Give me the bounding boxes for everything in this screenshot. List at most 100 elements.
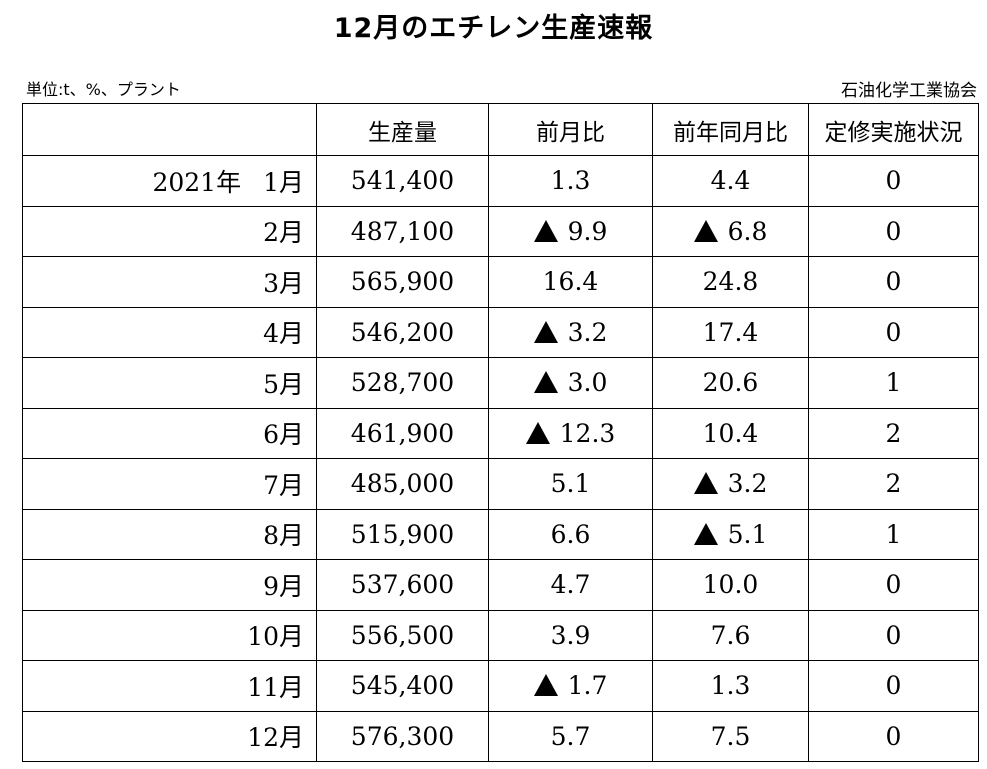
yoy-cell-value: 4.4 [710, 166, 751, 196]
maintenance-cell: 2 [808, 458, 979, 510]
yoy-cell: 17.4 [652, 306, 809, 358]
production-cell: 545,400 [316, 660, 489, 712]
maintenance-cell: 0 [808, 609, 979, 661]
month-label: 10月 [247, 622, 304, 652]
mom-cell: 6.6 [488, 508, 653, 560]
header-production: 生産量 [316, 103, 489, 156]
month-cell: 10月 [22, 609, 317, 661]
maintenance-cell: 0 [808, 306, 979, 358]
header-month [22, 103, 317, 156]
production-cell: 515,900 [316, 508, 489, 560]
month-label: 11月 [247, 672, 304, 702]
yoy-cell-value: 5.1 [727, 519, 768, 549]
yoy-cell: 4.4 [652, 155, 809, 207]
yoy-cell: 20.6 [652, 357, 809, 409]
mom-cell: 12.3 [488, 407, 653, 459]
month-label: 3月 [263, 268, 304, 298]
mom-cell-value: 1.3 [550, 166, 591, 196]
table-header-row: 生産量 前月比 前年同月比 定修実施状況 [22, 103, 979, 156]
maintenance-cell: 0 [808, 256, 979, 308]
mom-cell-value: 3.0 [567, 368, 608, 398]
yoy-cell: 10.0 [652, 559, 809, 611]
month-label: 6月 [263, 420, 304, 450]
mom-cell: 9.9 [488, 205, 653, 257]
negative-triangle-icon [533, 320, 558, 343]
month-label: 1月 [263, 167, 304, 197]
yoy-cell-value: 17.4 [702, 317, 759, 347]
table-row: 8月 515,900 6.6 5.1 1 [22, 508, 979, 560]
month-label: 12月 [247, 723, 304, 753]
negative-triangle-icon [525, 421, 550, 444]
table-row: 5月 528,700 3.0 20.6 1 [22, 357, 979, 409]
negative-triangle-icon [693, 522, 718, 545]
mom-cell-value: 4.7 [550, 570, 591, 600]
mom-cell: 3.9 [488, 609, 653, 661]
production-cell: 485,000 [316, 458, 489, 510]
month-cell: 8月 [22, 508, 317, 560]
maintenance-cell: 0 [808, 155, 979, 207]
production-cell: 546,200 [316, 306, 489, 358]
yoy-cell: 3.2 [652, 458, 809, 510]
table-row: 10月 556,500 3.9 7.6 0 [22, 609, 979, 661]
mom-cell-value: 9.9 [567, 216, 608, 246]
yoy-cell: 1.3 [652, 660, 809, 712]
negative-triangle-icon [693, 219, 718, 242]
yoy-cell-value: 10.0 [702, 570, 759, 600]
production-cell: 461,900 [316, 407, 489, 459]
table-row: 3月 565,900 16.4 24.8 0 [22, 256, 979, 308]
header-mom: 前月比 [488, 103, 653, 156]
page-title: 12月のエチレン生産速報 [333, 13, 654, 44]
mom-cell-value: 1.7 [567, 671, 608, 701]
maintenance-cell: 1 [808, 357, 979, 409]
yoy-cell: 24.8 [652, 256, 809, 308]
month-cell: 4月 [22, 306, 317, 358]
production-cell: 556,500 [316, 609, 489, 661]
yoy-cell: 6.8 [652, 205, 809, 257]
yoy-cell-value: 1.3 [710, 671, 751, 701]
maintenance-cell: 1 [808, 508, 979, 560]
ethylene-production-table: 生産量 前月比 前年同月比 定修実施状況 2021年 1月 541,400 1.3 4.… [22, 103, 979, 762]
mom-cell: 1.3 [488, 155, 653, 207]
mom-cell: 3.0 [488, 357, 653, 409]
negative-triangle-icon [533, 674, 558, 697]
table-row: 2021年 1月 541,400 1.3 4.4 0 [22, 155, 979, 207]
month-label: 4月 [263, 319, 304, 349]
negative-triangle-icon [693, 472, 718, 495]
yoy-cell-value: 6.8 [727, 216, 768, 246]
unit-note: 単位:t、%、プラント [26, 80, 181, 99]
month-cell: 5月 [22, 357, 317, 409]
mom-cell-value: 5.1 [550, 469, 591, 499]
month-cell: 11月 [22, 660, 317, 712]
year-label: 2021年 [152, 167, 242, 197]
production-cell: 528,700 [316, 357, 489, 409]
month-cell: 12月 [22, 710, 317, 762]
table-body: 2021年 1月 541,400 1.3 4.4 0 2月 487,100 9.9 6.8 0 3月 5… [22, 155, 979, 762]
mom-cell: 5.7 [488, 710, 653, 762]
yoy-cell-value: 20.6 [702, 368, 759, 398]
yoy-cell-value: 24.8 [702, 267, 759, 297]
maintenance-cell: 0 [808, 205, 979, 257]
negative-triangle-icon [533, 219, 558, 242]
maintenance-cell: 0 [808, 660, 979, 712]
table-row: 2月 487,100 9.9 6.8 0 [22, 205, 979, 257]
maintenance-cell: 2 [808, 407, 979, 459]
mom-cell: 5.1 [488, 458, 653, 510]
yoy-cell: 7.5 [652, 710, 809, 762]
table-row: 11月 545,400 1.7 1.3 0 [22, 660, 979, 712]
month-label: 9月 [263, 571, 304, 601]
mom-cell-value: 3.2 [567, 317, 608, 347]
mom-cell: 1.7 [488, 660, 653, 712]
table-row: 7月 485,000 5.1 3.2 2 [22, 458, 979, 510]
header-yoy: 前年同月比 [652, 103, 809, 156]
month-label: 5月 [263, 369, 304, 399]
table-row: 9月 537,600 4.7 10.0 0 [22, 559, 979, 611]
mom-cell: 4.7 [488, 559, 653, 611]
table-row: 6月 461,900 12.3 10.4 2 [22, 407, 979, 459]
table-row: 12月 576,300 5.7 7.5 0 [22, 710, 979, 762]
month-cell: 6月 [22, 407, 317, 459]
yoy-cell: 5.1 [652, 508, 809, 560]
yoy-cell-value: 7.6 [710, 620, 751, 650]
yoy-cell-value: 3.2 [727, 469, 768, 499]
production-cell: 537,600 [316, 559, 489, 611]
mom-cell-value: 12.3 [559, 418, 616, 448]
